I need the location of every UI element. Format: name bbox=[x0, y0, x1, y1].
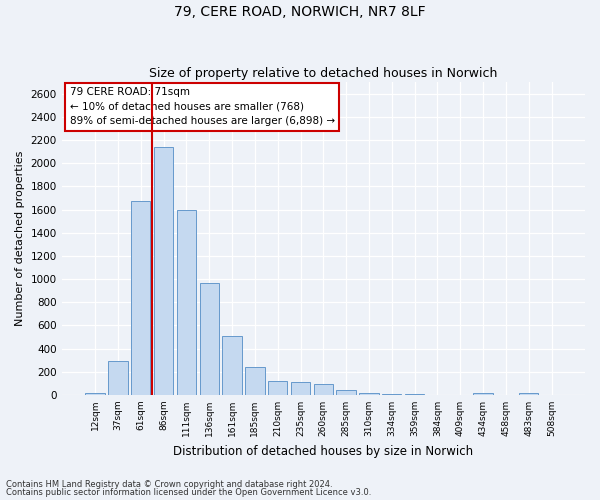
Bar bbox=[473, 394, 493, 395]
Text: 79 CERE ROAD: 71sqm
← 10% of detached houses are smaller (768)
89% of semi-detac: 79 CERE ROAD: 71sqm ← 10% of detached ho… bbox=[70, 86, 335, 126]
Bar bbox=[154, 147, 173, 395]
Bar bbox=[177, 210, 196, 395]
Bar bbox=[314, 384, 333, 395]
Bar bbox=[108, 360, 128, 395]
Bar bbox=[337, 390, 356, 395]
X-axis label: Distribution of detached houses by size in Norwich: Distribution of detached houses by size … bbox=[173, 444, 473, 458]
Text: Contains public sector information licensed under the Open Government Licence v3: Contains public sector information licen… bbox=[6, 488, 371, 497]
Bar bbox=[291, 382, 310, 395]
Text: 79, CERE ROAD, NORWICH, NR7 8LF: 79, CERE ROAD, NORWICH, NR7 8LF bbox=[174, 5, 426, 19]
Text: Contains HM Land Registry data © Crown copyright and database right 2024.: Contains HM Land Registry data © Crown c… bbox=[6, 480, 332, 489]
Title: Size of property relative to detached houses in Norwich: Size of property relative to detached ho… bbox=[149, 66, 497, 80]
Bar bbox=[131, 202, 151, 395]
Bar bbox=[200, 283, 219, 395]
Bar bbox=[245, 366, 265, 395]
Bar bbox=[85, 393, 105, 395]
Bar bbox=[268, 381, 287, 395]
Bar bbox=[519, 394, 538, 395]
Bar bbox=[382, 394, 401, 395]
Y-axis label: Number of detached properties: Number of detached properties bbox=[15, 151, 25, 326]
Bar bbox=[223, 336, 242, 395]
Bar bbox=[359, 393, 379, 395]
Bar bbox=[405, 394, 424, 395]
